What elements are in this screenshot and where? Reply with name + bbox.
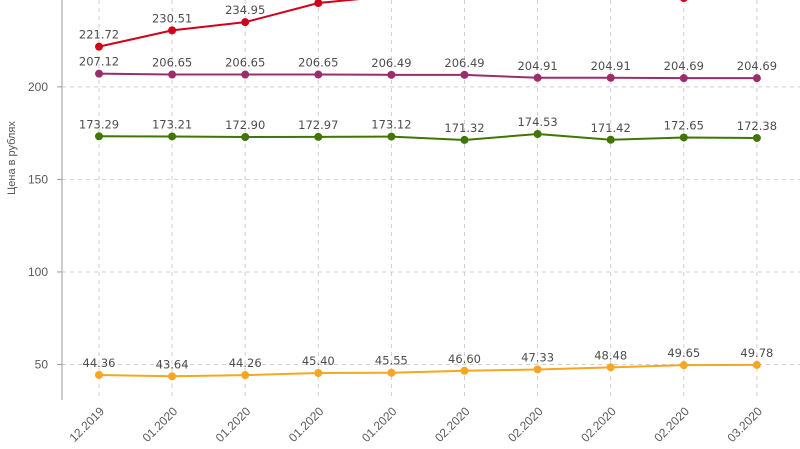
data-point (241, 70, 250, 79)
series-1 (95, 69, 761, 83)
data-point (460, 70, 469, 79)
data-point (314, 0, 323, 7)
data-label: 206.65 (225, 56, 265, 70)
data-label: 206.65 (298, 56, 338, 70)
data-point (606, 363, 615, 372)
data-point (387, 368, 396, 377)
data-label: 230.51 (152, 11, 192, 25)
data-label: 172.97 (298, 118, 338, 132)
data-point (95, 370, 103, 379)
y-tick-label: 150 (28, 172, 48, 186)
data-label: 174.53 (517, 115, 557, 129)
x-tick-label: 02.2020 (505, 404, 546, 445)
data-label: 46.60 (448, 352, 481, 366)
data-label: 204.91 (591, 59, 631, 73)
data-point (241, 18, 250, 27)
data-point (533, 129, 542, 138)
data-label: 206.49 (371, 56, 411, 70)
data-label: 43.64 (156, 357, 189, 371)
data-label: 206.65 (152, 56, 192, 70)
series-line (98, 72, 757, 80)
data-point (533, 73, 542, 82)
data-point (241, 133, 250, 142)
series-line (98, 0, 361, 48)
data-label: 221.72 (79, 28, 119, 42)
data-label: 172.65 (664, 118, 704, 132)
data-point (460, 366, 469, 375)
data-label: 45.55 (375, 354, 408, 368)
data-label: 207.12 (79, 55, 119, 69)
data-point (387, 70, 396, 79)
data-point (241, 371, 250, 380)
data-label: 172.38 (737, 119, 777, 133)
x-tick-label: 01.2020 (140, 404, 181, 445)
data-point (168, 132, 177, 141)
data-label: 173.29 (79, 117, 119, 131)
y-tick-label: 100 (28, 265, 48, 279)
x-tick-label: 12.2019 (67, 404, 108, 445)
data-point (606, 73, 615, 82)
data-point (168, 372, 177, 381)
data-point (95, 69, 103, 78)
grid (62, 0, 800, 400)
data-point (460, 135, 469, 144)
x-tick-label: 02.2020 (578, 404, 619, 445)
x-tick-label: 01.2020 (213, 404, 254, 445)
x-tick-label: 01.2020 (359, 404, 400, 445)
data-label: 49.65 (667, 346, 700, 360)
x-tick-label: 01.2020 (286, 404, 327, 445)
data-point (387, 132, 396, 141)
data-point (680, 0, 688, 2)
series-line (98, 363, 757, 378)
data-point (314, 132, 323, 141)
data-point (752, 74, 761, 83)
data-label: 172.90 (225, 118, 265, 132)
x-tick-label: 02.2020 (651, 404, 692, 445)
data-label: 171.32 (444, 121, 484, 135)
data-point (95, 132, 103, 141)
data-point (314, 369, 323, 378)
y-axis-title: Цена в рублях (6, 121, 18, 195)
data-point (679, 361, 688, 370)
series-group (95, 0, 761, 381)
data-label: 44.36 (83, 356, 116, 370)
data-label: 173.21 (152, 117, 192, 131)
data-point (679, 74, 688, 83)
data-point (95, 42, 103, 51)
data-labels: 221.72 230.51 234.95 207.12 206.65 206.65 206.… (79, 3, 777, 371)
data-point (606, 135, 615, 144)
y-tick-label: 50 (35, 358, 49, 372)
data-label: 47.33 (521, 350, 554, 364)
series-3 (95, 360, 761, 381)
series-line (98, 132, 757, 141)
data-point (314, 70, 323, 79)
data-point (752, 360, 761, 369)
data-point (752, 133, 761, 142)
data-label: 204.69 (737, 59, 777, 73)
data-label: 44.26 (229, 356, 262, 370)
data-point (168, 70, 177, 79)
data-label: 206.49 (444, 56, 484, 70)
data-label: 204.69 (664, 59, 704, 73)
data-point (168, 26, 177, 35)
data-point (533, 365, 542, 374)
series-0 (95, 0, 688, 51)
data-label: 204.91 (517, 59, 557, 73)
data-label: 48.48 (594, 348, 627, 362)
y-tick-label: 200 (28, 80, 48, 94)
x-tick-label: 03.2020 (724, 404, 765, 445)
data-label: 234.95 (225, 3, 265, 17)
data-label: 173.12 (371, 118, 411, 132)
data-point (679, 133, 688, 142)
data-label: 49.78 (740, 346, 773, 360)
series-2 (95, 129, 761, 144)
data-label: 171.42 (591, 121, 631, 135)
data-label: 45.40 (302, 354, 335, 368)
x-tick-label: 02.2020 (432, 404, 473, 445)
